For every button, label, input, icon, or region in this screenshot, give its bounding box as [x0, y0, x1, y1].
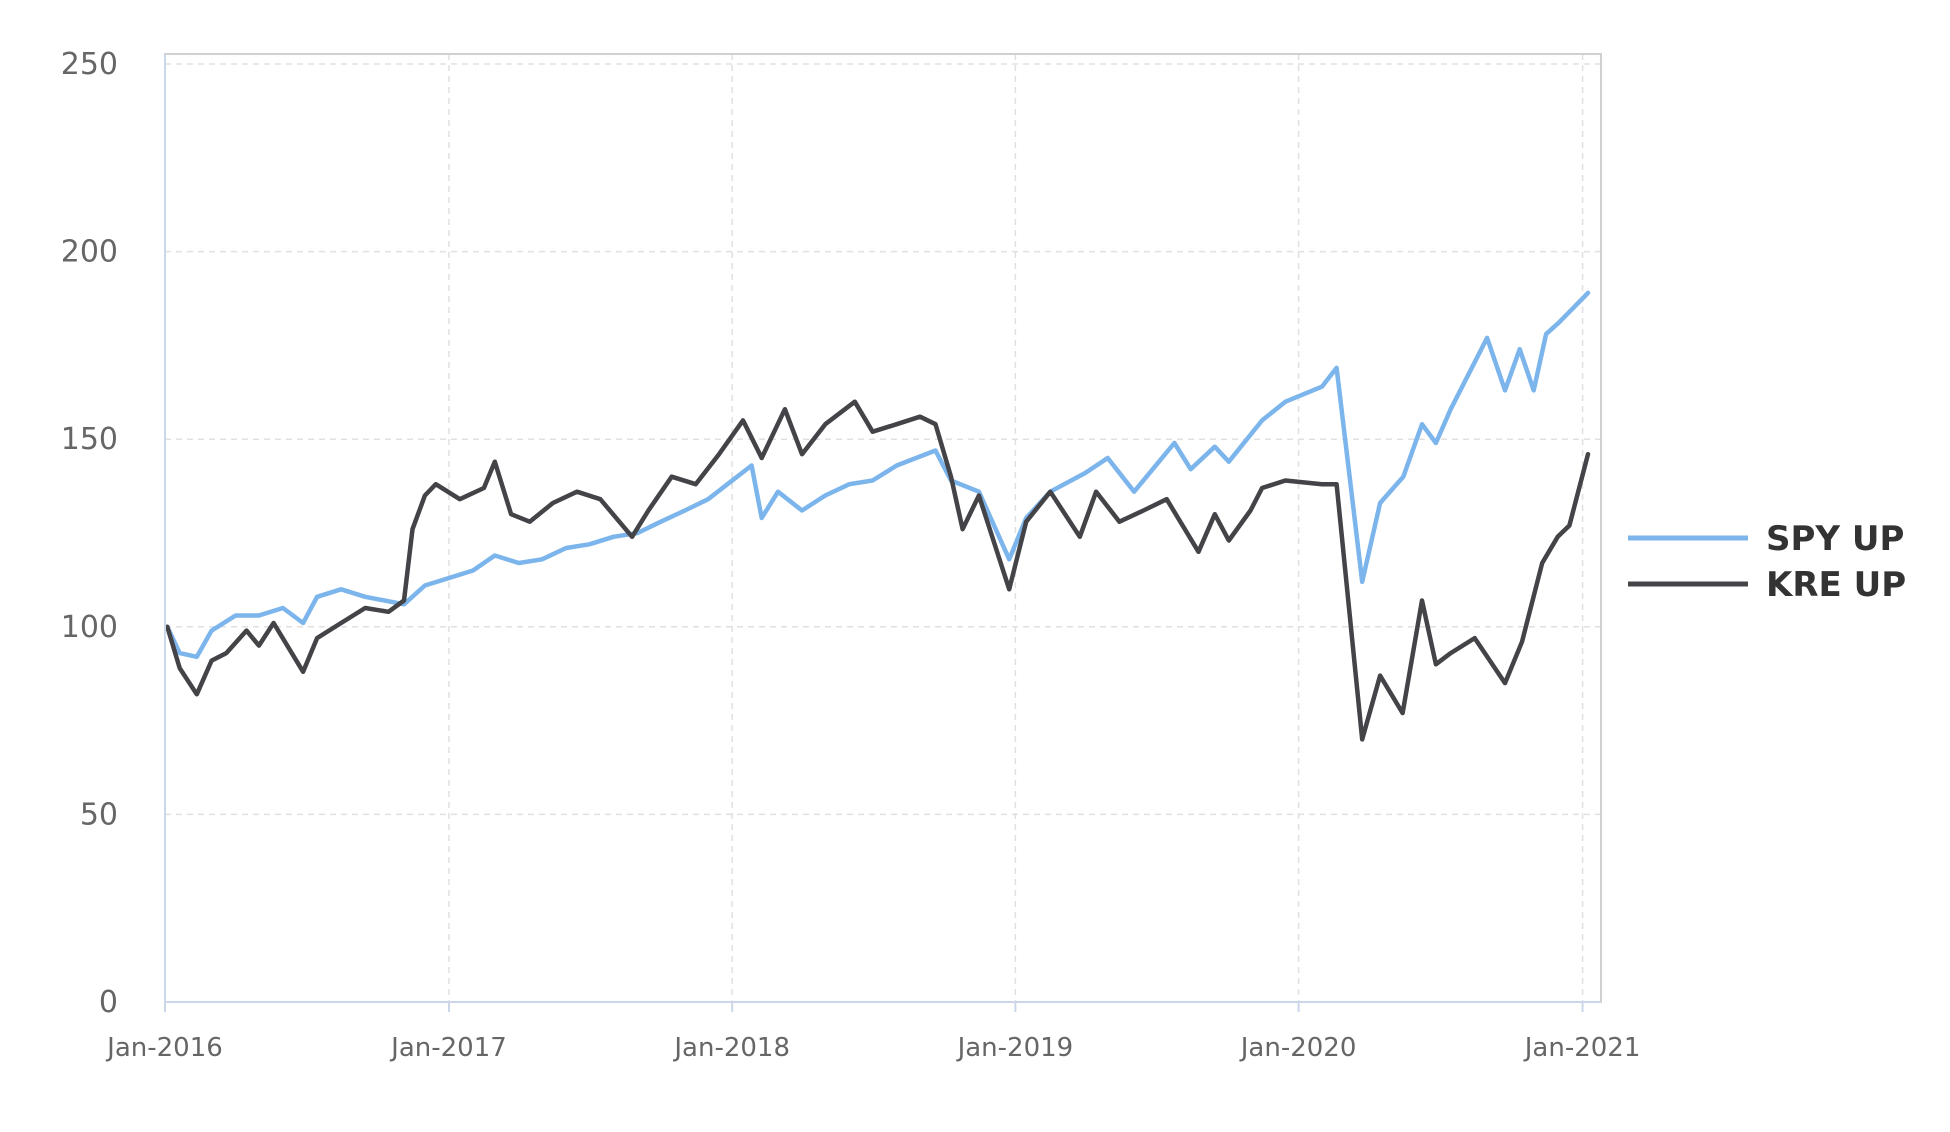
legend: SPY UP KRE UP — [1628, 519, 1906, 605]
series-layer — [165, 290, 1591, 742]
y-tick-label: 200 — [61, 235, 118, 270]
grid-lines — [165, 54, 1601, 1002]
x-tick-label: Jan-2017 — [389, 1033, 507, 1063]
y-tick-label: 0 — [99, 985, 118, 1020]
x-tick-label: Jan-2016 — [105, 1033, 223, 1063]
y-tick-label: 50 — [80, 797, 118, 832]
series-line-kre-up — [165, 399, 1591, 742]
y-axis: 0 50 100 150 200 250 — [61, 47, 166, 1020]
y-tick-label: 250 — [61, 47, 118, 82]
x-tick-label: Jan-2018 — [672, 1033, 790, 1063]
y-tick-label: 100 — [61, 610, 118, 645]
y-tick-label: 150 — [61, 422, 118, 457]
x-tick-label: Jan-2019 — [956, 1033, 1074, 1063]
plot-area-frame — [164, 53, 1602, 1003]
x-axis: Jan-2016 Jan-2017 Jan-2018 Jan-2019 Jan-2020… — [105, 1001, 1641, 1063]
x-tick-label: Jan-2021 — [1523, 1033, 1641, 1063]
x-tick-label: Jan-2020 — [1239, 1033, 1357, 1063]
legend-label[interactable]: SPY UP — [1766, 519, 1904, 559]
series-line-spy-up — [165, 290, 1591, 660]
legend-label[interactable]: KRE UP — [1766, 565, 1906, 605]
